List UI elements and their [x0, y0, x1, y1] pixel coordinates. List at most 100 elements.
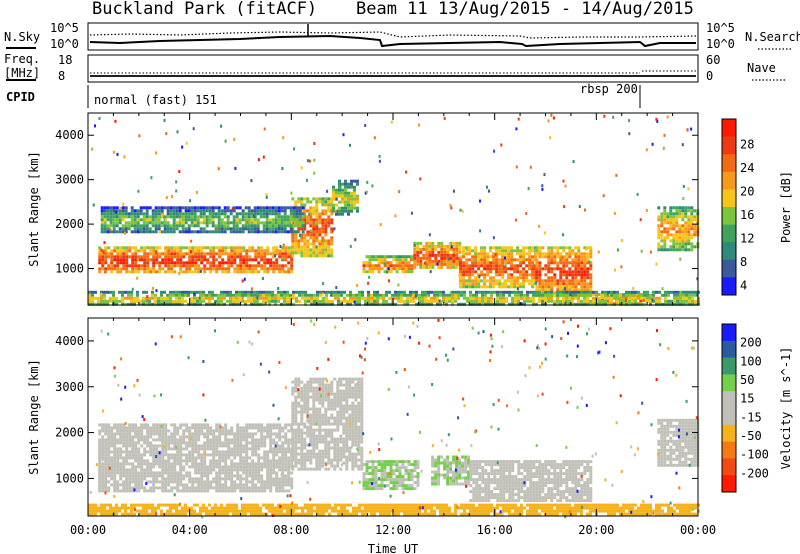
power-speckle [686, 128, 689, 132]
power-cell [574, 290, 577, 294]
velocity-cell [221, 471, 225, 475]
velocity-cell [275, 453, 279, 457]
velocity-cell [245, 480, 249, 484]
power-cell [516, 249, 520, 253]
power-cell [185, 270, 189, 274]
power-speckle [136, 258, 139, 262]
power-cell [568, 296, 571, 300]
power-cell [586, 267, 590, 271]
power-cell [419, 265, 423, 269]
power-speckle [573, 261, 576, 265]
power-speckle [326, 189, 329, 193]
power-cell [684, 227, 688, 231]
power-cell [472, 299, 475, 303]
power-cell [134, 249, 138, 253]
power-cell [341, 209, 344, 213]
power-cell [394, 290, 397, 294]
power-cell [347, 206, 350, 210]
power-cell [547, 296, 550, 300]
velocity-cell [284, 441, 288, 445]
power-speckle [419, 177, 422, 181]
power-cell [687, 227, 691, 231]
power-cell [188, 246, 192, 250]
velocity-cell [254, 477, 258, 481]
velocity-cell [309, 458, 313, 462]
power-cell [324, 224, 328, 228]
power-cell [235, 215, 239, 219]
power-cell [374, 267, 378, 271]
power-cell [362, 261, 366, 265]
velocity-cell [260, 429, 264, 433]
power-cell [265, 299, 268, 303]
power-cell [122, 261, 126, 265]
velocity-cell [218, 456, 222, 460]
power-cell [251, 258, 255, 262]
power-cell [167, 255, 171, 259]
power-cell [498, 279, 502, 283]
power-cell [121, 209, 125, 213]
velocity-cell [161, 447, 165, 451]
power-cell [606, 302, 610, 305]
velocity-cell [149, 474, 153, 478]
power-cell [104, 255, 108, 259]
velocity-cell [278, 465, 282, 469]
power-cell [368, 255, 372, 259]
power-cell [202, 227, 206, 231]
power-cell [685, 296, 688, 300]
power-cell [589, 255, 593, 259]
power-cell [664, 299, 667, 303]
velocity-cell [303, 392, 307, 396]
power-cell [513, 282, 517, 286]
power-cell [208, 230, 212, 234]
power-cell [436, 299, 439, 303]
power-cell [556, 293, 559, 297]
velocity-cell [203, 462, 207, 466]
power-cell [610, 293, 613, 297]
velocity-cell [125, 453, 129, 457]
power-speckle [503, 280, 506, 284]
power-cell [421, 290, 424, 294]
power-cell [104, 252, 108, 256]
power-cell [517, 299, 520, 303]
velocity-cell [297, 437, 301, 441]
power-cell [335, 212, 338, 216]
power-cell [226, 299, 229, 303]
power-cell [669, 245, 673, 249]
power-cell [164, 249, 168, 253]
power-cell [148, 227, 152, 231]
power-speckle [124, 231, 126, 235]
velocity-cell [155, 474, 159, 478]
power-cell [312, 242, 316, 246]
power-cell [289, 230, 293, 234]
power-cell [619, 299, 622, 303]
power-cell [196, 290, 199, 294]
power-cell [459, 285, 463, 289]
power-cell [516, 279, 520, 283]
power-cell [642, 299, 646, 302]
velocity-cell [116, 468, 120, 472]
power-cell [152, 270, 156, 274]
velocity-cell [315, 389, 319, 393]
power-cell [146, 258, 150, 262]
velocity-cell [107, 426, 111, 430]
velocity-cell [113, 465, 117, 469]
power-cell [324, 200, 328, 204]
power-cell [400, 296, 403, 300]
power-cell [143, 252, 147, 256]
power-cell [666, 227, 670, 231]
velocity-cell [98, 471, 102, 475]
power-cell [373, 299, 376, 303]
power-cell [681, 218, 685, 222]
power-cell [657, 224, 661, 228]
power-cell [338, 206, 341, 210]
velocity-cell [236, 429, 240, 433]
velocity-cell [287, 438, 291, 442]
power-cell [684, 221, 688, 225]
velocity-cell [272, 438, 276, 442]
power-cell [254, 267, 258, 271]
velocity-cell [269, 435, 273, 439]
velocity-cell [266, 468, 270, 472]
velocity-cell [297, 431, 301, 435]
velocity-cell [194, 435, 198, 439]
power-cell [220, 221, 224, 225]
